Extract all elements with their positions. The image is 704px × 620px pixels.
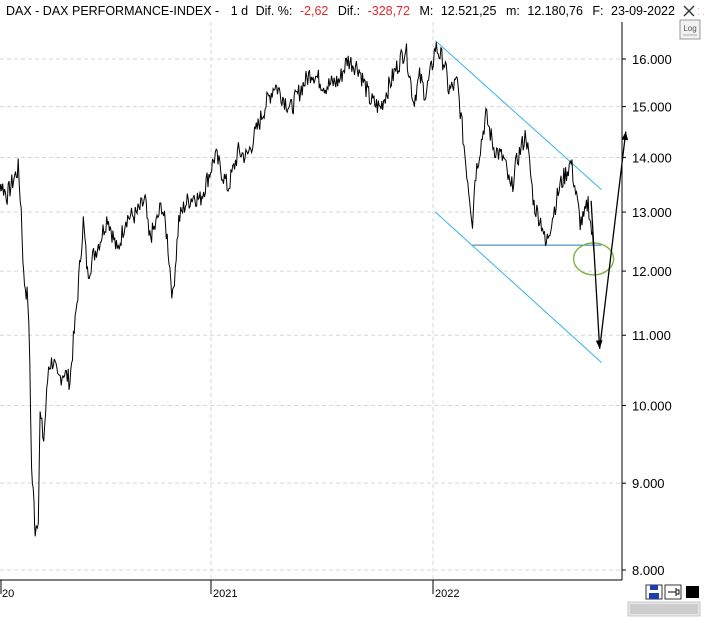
- x-tick-label: 2022: [435, 588, 459, 600]
- close-icon[interactable]: [680, 3, 698, 19]
- y-tick-label: 11.000: [632, 328, 671, 343]
- pin-icon[interactable]: [664, 584, 682, 600]
- header-date-value: 23-09-2022: [611, 4, 675, 18]
- save-icon[interactable]: [645, 584, 663, 600]
- x-edge-label: 20: [2, 588, 14, 600]
- channel-upper-line: [435, 40, 602, 191]
- header-period: 1 d: [231, 4, 248, 18]
- x-axis: 2021 2022 20: [0, 580, 459, 600]
- y-axis: 8.000 9.000 10.000 11.000 12.000 13.000 14.000…: [622, 52, 672, 578]
- header-title: DAX - DAX PERFORMANCE-INDEX -: [6, 4, 219, 18]
- header-dif-pct-label: Dif. %:: [256, 4, 293, 18]
- header-min-value: 12.180,76: [527, 4, 583, 18]
- header-text: DAX - DAX PERFORMANCE-INDEX - 1 d Dif. %…: [6, 4, 704, 18]
- y-tick-label: 9.000: [632, 476, 665, 491]
- header-min-label: m:: [506, 4, 520, 18]
- header-max-label: M:: [419, 4, 433, 18]
- header-dif-label: Dif.:: [338, 4, 360, 18]
- channel-lower-line: [435, 211, 602, 363]
- scrollbar-thumb[interactable]: [630, 604, 698, 614]
- y-tick-label: 8.000: [632, 563, 665, 578]
- header-dif-value: -328,72: [368, 4, 410, 18]
- projection-arrow-head-down: [595, 340, 603, 349]
- y-tick-label: 14.000: [632, 150, 672, 165]
- header-dif-pct-value: -2,62: [300, 4, 329, 18]
- y-tick-label: 10.000: [632, 398, 672, 413]
- y-tick-label: 12.000: [632, 264, 672, 279]
- header-trailing-value: : 2: [696, 4, 704, 18]
- projection-arrow-head-up: [621, 131, 629, 141]
- log-button[interactable]: Log: [679, 19, 701, 40]
- y-tick-label: 15.000: [632, 100, 672, 115]
- y-tick-label: 13.000: [632, 205, 672, 220]
- grid: [0, 22, 622, 580]
- header-date-label: F:: [592, 4, 603, 18]
- price-series-line: [0, 42, 595, 537]
- x-tick-label: 2021: [213, 588, 237, 600]
- chart-drawings: [435, 40, 629, 363]
- horizontal-scrollbar[interactable]: [627, 601, 701, 617]
- y-tick-label: 16.000: [632, 52, 672, 67]
- log-button-label: Log: [683, 24, 696, 33]
- projection-arrow: [590, 131, 627, 349]
- header-max-value: 12.521,25: [441, 4, 497, 18]
- settings-icon[interactable]: [686, 586, 699, 598]
